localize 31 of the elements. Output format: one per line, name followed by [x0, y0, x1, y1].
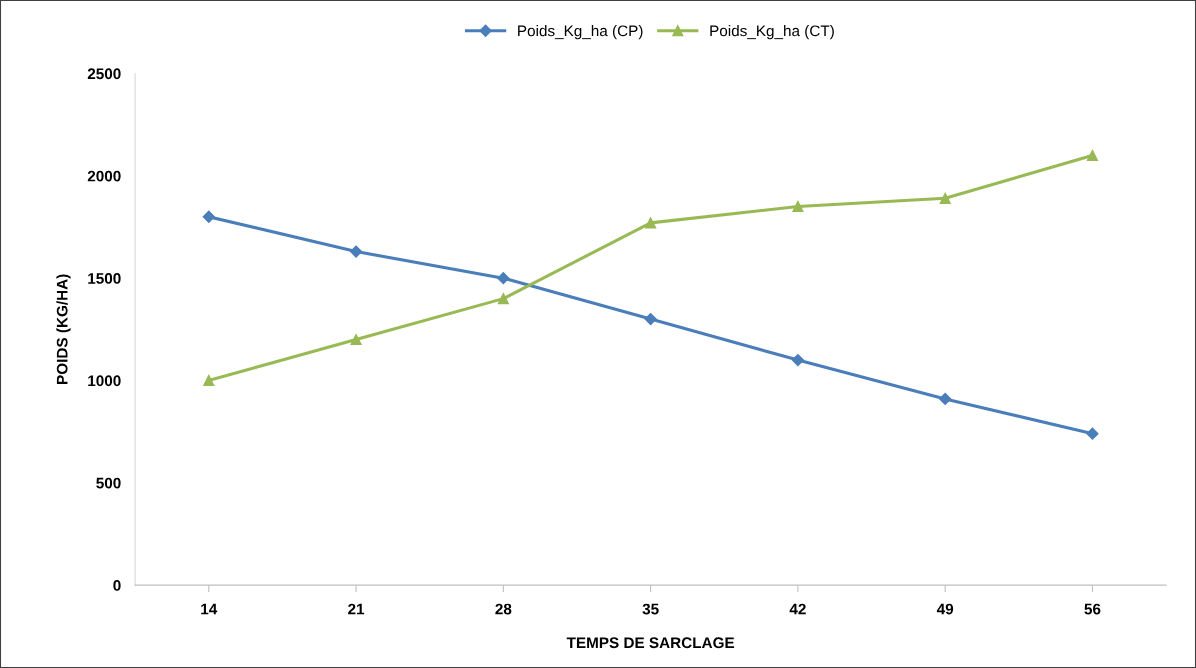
y-axis-title: POIDS (KG/HA): [56, 274, 71, 384]
point: [203, 374, 215, 387]
point: [350, 334, 362, 346]
point: [939, 192, 951, 204]
y-tick-label: 500: [96, 477, 121, 489]
point: [497, 293, 509, 305]
legend-label: Poids_Kg_ha (CP): [518, 25, 643, 40]
point: [791, 353, 804, 367]
point: [1086, 149, 1099, 161]
point: [349, 245, 363, 258]
x-axis-title: TEMPS DE SARCLAGE: [566, 637, 735, 649]
point: [497, 272, 510, 285]
x-tick-label: 56: [1084, 603, 1101, 615]
y-tick-label: 2500: [87, 68, 121, 80]
x-tick-label: 49: [936, 603, 954, 615]
point: [792, 200, 804, 213]
point: [939, 392, 952, 406]
point: [1086, 427, 1099, 440]
x-tick-label: 14: [201, 603, 218, 615]
x-tick-label: 28: [495, 603, 512, 615]
y-tick-label: 2000: [87, 170, 121, 182]
x-tick-label: 35: [642, 603, 659, 615]
point: [202, 210, 215, 223]
x-tick-label: 21: [348, 603, 365, 615]
y-tick-label: 1000: [88, 375, 121, 387]
y-tick-label: 0: [113, 580, 121, 591]
legend-label: Poids_Kg_ha (CT): [710, 25, 834, 40]
x-tick-label: 42: [789, 603, 806, 615]
point: [645, 217, 657, 229]
point: [644, 312, 657, 326]
y-tick-label: 1500: [88, 273, 121, 284]
